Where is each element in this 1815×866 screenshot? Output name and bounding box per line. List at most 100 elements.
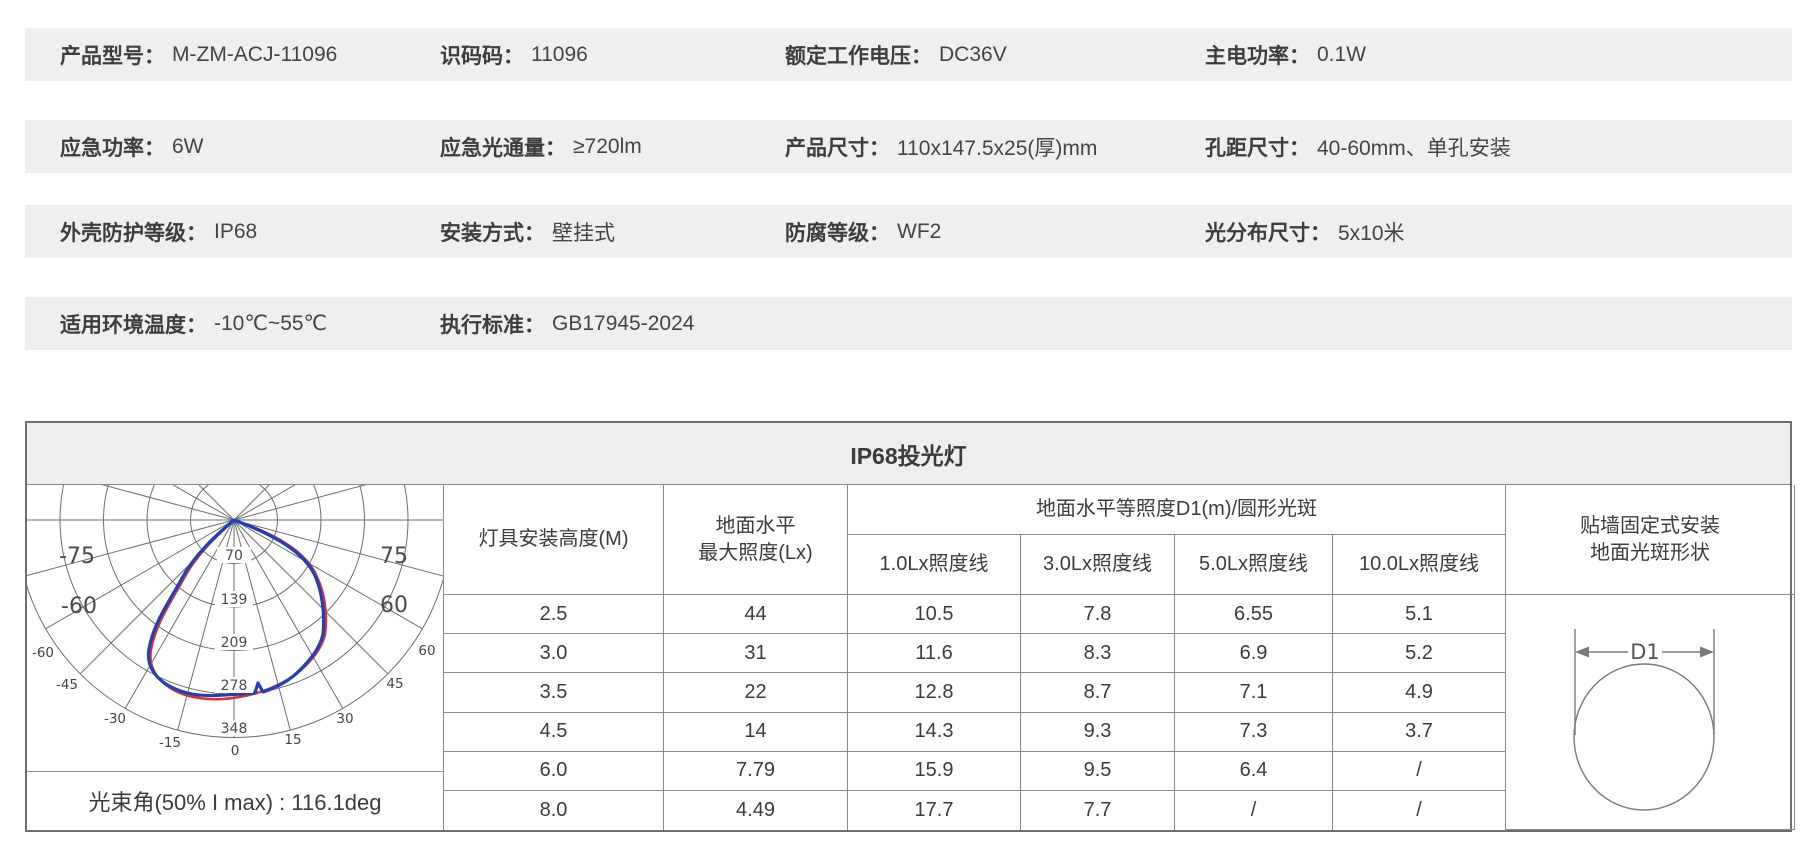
field-label: 识码码：: [440, 44, 524, 68]
subcolumn-header-1lx: 1.0Lx照度线: [848, 535, 1021, 595]
spot-shape-label: 贴墙固定式安装 地面光斑形状: [1580, 514, 1720, 564]
field-value: 5x10米: [1338, 221, 1405, 245]
angle-labels-large: -75 75 -60 60: [59, 544, 408, 619]
table-cell: 15.9: [848, 751, 1021, 791]
svg-text:-60: -60: [61, 594, 97, 619]
d1-label: D1: [1630, 640, 1660, 664]
spec-field-corrosion-grade: 防腐等级： WF2: [785, 205, 941, 258]
spec-field-mount-type: 安装方式： 壁挂式: [440, 205, 615, 258]
field-value: M-ZM-ACJ-11096: [172, 42, 338, 66]
spec-field-emergency-power: 应急功率： 6W: [60, 120, 204, 173]
table-cell: 7.7: [1021, 790, 1175, 830]
field-label: 安装方式：: [440, 221, 545, 245]
table-cell: 2.5: [444, 595, 664, 635]
svg-text:348: 348: [221, 721, 248, 737]
field-value: ≥720lm: [573, 134, 642, 158]
angle-labels-small: -60 -45 -30 -15 0 15 30 45 60: [32, 643, 436, 759]
spec-field-product-model: 产品型号： M-ZM-ACJ-11096: [60, 28, 337, 81]
column-header-max-illuminance: 地面水平 最大照度(Lx): [664, 485, 848, 595]
field-label: 额定工作电压：: [785, 44, 932, 68]
table-cell: 31: [664, 634, 848, 674]
subcolumn-header-5lx: 5.0Lx照度线: [1175, 535, 1333, 595]
svg-text:15: 15: [284, 732, 301, 748]
polar-diagram-cell: 70 139 209 278 348 -75 75 -60 60: [27, 485, 443, 771]
table-cell: 8.3: [1021, 634, 1175, 674]
table-cell: 5.1: [1333, 595, 1506, 635]
spec-field-standard: 执行标准： GB17945-2024: [440, 297, 694, 350]
table-cell: 8.7: [1021, 673, 1175, 713]
spec-field-product-size: 产品尺寸： 110x147.5x25(厚)mm: [785, 120, 1097, 173]
field-value: 壁挂式: [552, 221, 615, 245]
ring-labels: 70 139 209 278 348: [215, 547, 253, 737]
field-value: 6W: [172, 134, 204, 158]
spec-field-rated-voltage: 额定工作电压： DC36V: [785, 28, 1007, 81]
svg-text:0: 0: [231, 743, 240, 759]
photometric-data-grid: 灯具安装高度(M) 地面水平 最大照度(Lx) 地面水平等照度D1(m)/圆形光斑…: [444, 485, 1795, 830]
field-label: 防腐等级：: [785, 221, 890, 245]
svg-text:-15: -15: [159, 735, 181, 751]
svg-text:45: 45: [386, 676, 403, 692]
subcolumn-header-10lx: 10.0Lx照度线: [1333, 535, 1506, 595]
field-value: 40-60mm、单孔安装: [1317, 136, 1511, 160]
polar-diagram-column: 70 139 209 278 348 -75 75 -60 60: [27, 485, 444, 830]
field-label: 产品尺寸：: [785, 136, 890, 160]
beam-angle-cell: 光束角(50% I max) : 116.1deg: [27, 771, 443, 830]
table-cell: 7.3: [1175, 712, 1333, 752]
spec-field-id-code: 识码码： 11096: [440, 28, 588, 81]
svg-text:209: 209: [221, 635, 248, 651]
table-cell: /: [1175, 790, 1333, 830]
column-group-header-isolux: 地面水平等照度D1(m)/圆形光斑: [848, 485, 1506, 535]
field-label: 执行标准：: [440, 313, 545, 337]
table-cell: 3.0: [444, 634, 664, 674]
polar-rays: [27, 485, 443, 738]
svg-text:-45: -45: [56, 677, 78, 693]
svg-text:-60: -60: [32, 645, 54, 661]
spec-field-hole-distance: 孔距尺寸： 40-60mm、单孔安装: [1205, 120, 1511, 173]
table-cell: 11.6: [848, 634, 1021, 674]
field-value: 0.1W: [1317, 42, 1367, 66]
table-cell: 44: [664, 595, 848, 635]
table-cell: 6.4: [1175, 751, 1333, 791]
field-label: 应急光通量：: [440, 136, 566, 160]
svg-text:60: 60: [380, 593, 408, 618]
table-cell: 7.1: [1175, 673, 1333, 713]
field-value: DC36V: [939, 42, 1007, 66]
table-cell: 12.8: [848, 673, 1021, 713]
table-cell: 3.5: [444, 673, 664, 713]
spec-bar-4: 适用环境温度： -10℃~55℃ 执行标准： GB17945-2024: [25, 297, 1792, 350]
polar-intensity-chart: 70 139 209 278 348 -75 75 -60 60: [27, 485, 443, 759]
photometric-table: IP68投光灯: [25, 421, 1795, 832]
field-value: GB17945-2024: [552, 311, 695, 335]
table-cell: 9.5: [1021, 751, 1175, 791]
svg-text:60: 60: [418, 643, 435, 659]
field-label: 应急功率：: [60, 136, 165, 160]
table-cell: 4.5: [444, 712, 664, 752]
table-cell: 7.79: [664, 751, 848, 791]
field-value: 11096: [531, 42, 588, 66]
spec-field-ambient-temperature: 适用环境温度： -10℃~55℃: [60, 297, 327, 350]
column-header-install-height: 灯具安装高度(M): [444, 485, 664, 595]
field-label: 适用环境温度：: [60, 313, 207, 337]
svg-text:75: 75: [380, 544, 408, 569]
svg-text:278: 278: [221, 678, 248, 694]
table-cell: 8.0: [444, 790, 664, 830]
spec-bar-2: 应急功率： 6W 应急光通量： ≥720lm 产品尺寸： 110x147.5x25(厚…: [25, 120, 1792, 173]
svg-text:-30: -30: [104, 711, 126, 727]
spec-field-main-power: 主电功率： 0.1W: [1205, 28, 1366, 81]
table-cell: 3.7: [1333, 712, 1506, 752]
svg-text:30: 30: [336, 711, 353, 727]
field-value: IP68: [214, 219, 258, 243]
table-cell: 6.0: [444, 751, 664, 791]
svg-text:70: 70: [225, 548, 243, 564]
spec-field-emergency-flux: 应急光通量： ≥720lm: [440, 120, 642, 173]
spec-bar-1: 产品型号： M-ZM-ACJ-11096 识码码： 11096 额定工作电压： DC3…: [25, 28, 1792, 81]
table-cell: 17.7: [848, 790, 1021, 830]
field-label: 主电功率：: [1205, 44, 1310, 68]
table-cell: /: [1333, 751, 1506, 791]
column-header-spot-shape: 贴墙固定式安装 地面光斑形状: [1506, 485, 1795, 595]
svg-text:-75: -75: [59, 544, 95, 569]
ground-spot-diagram: D1: [1573, 628, 1715, 811]
field-label: 外壳防护等级：: [60, 221, 207, 245]
light-spot-circle: [1573, 662, 1715, 811]
d1-dimension-lines: [1574, 628, 1715, 735]
